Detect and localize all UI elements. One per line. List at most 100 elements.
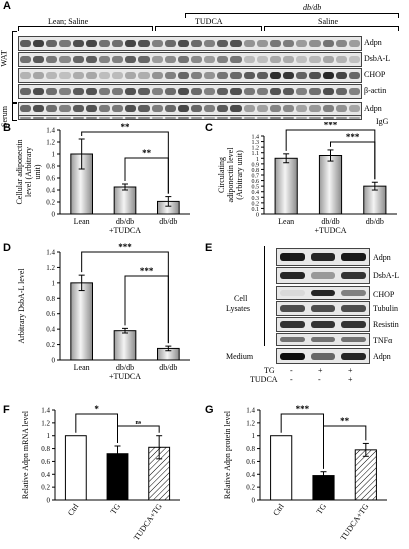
panel-label-d: D bbox=[3, 242, 11, 254]
bar bbox=[64, 435, 87, 501]
chart-g: 0 0.2 0.4 0.6 0.8 1 1.2 1.4 Relative Adpn protei… bbox=[223, 404, 387, 542]
y-tick-label: 1 bbox=[47, 432, 51, 440]
blot-band bbox=[164, 87, 176, 95]
blot-band bbox=[348, 39, 360, 47]
blot-band bbox=[177, 105, 189, 112]
e-row-label-resistin: Resistin bbox=[373, 320, 399, 329]
significance-label: ** bbox=[142, 148, 152, 158]
significance-bracket bbox=[124, 157, 169, 194]
blot-band bbox=[72, 117, 84, 119]
blot-band bbox=[46, 105, 58, 112]
x-tick-label-line: Lean bbox=[278, 217, 294, 226]
blot-band bbox=[125, 105, 137, 112]
blot-band bbox=[280, 321, 305, 328]
blot-band bbox=[310, 305, 336, 312]
y-tick-label: 1.4 bbox=[46, 249, 55, 257]
y-axis-label-line: Circulating bbox=[217, 157, 226, 193]
x-tick-label-line: db/db bbox=[321, 217, 339, 226]
y-axis-label: Cellular adiponectinlevel (Arbitraryunit… bbox=[15, 139, 42, 204]
x-tick-label: Lean bbox=[74, 363, 90, 372]
blot-band bbox=[341, 352, 366, 360]
bar bbox=[113, 330, 137, 361]
wat-bracket bbox=[12, 31, 17, 103]
blot-band bbox=[204, 105, 216, 112]
blot-band bbox=[348, 117, 360, 119]
blot-band bbox=[310, 321, 336, 328]
x-tick-label-line: +TUDCA bbox=[109, 372, 141, 381]
panel-label-a: A bbox=[3, 0, 11, 12]
blot-band bbox=[20, 105, 32, 112]
blot-band bbox=[204, 117, 216, 119]
e-blot-tnfa bbox=[276, 333, 370, 346]
x-tick-label-line: +TUDCA bbox=[314, 226, 346, 235]
blot-band bbox=[59, 117, 71, 119]
tudca-bracket bbox=[155, 26, 262, 31]
y-tick-label: 1.4 bbox=[46, 127, 55, 135]
y-tick-label: 0 bbox=[52, 357, 56, 365]
blot-band bbox=[46, 71, 58, 79]
blot-band bbox=[217, 105, 229, 112]
x-tick-label: Ctrl bbox=[271, 501, 286, 517]
blot-band bbox=[335, 117, 347, 119]
blot-band bbox=[191, 87, 203, 95]
blot-band bbox=[296, 71, 308, 79]
blot-band bbox=[151, 71, 163, 79]
panel-label-e: E bbox=[205, 242, 213, 254]
blot-band bbox=[280, 271, 305, 280]
blot-band bbox=[269, 55, 282, 63]
blot-band bbox=[112, 39, 124, 47]
y-axis-label-line: adiponectin level bbox=[226, 147, 235, 203]
blot-band bbox=[98, 105, 111, 112]
blot-band bbox=[348, 55, 360, 63]
blot-band bbox=[309, 87, 321, 95]
y-tick-label: 1.4 bbox=[246, 407, 255, 415]
e-row-label-chop: CHOP bbox=[373, 290, 395, 299]
blot-band bbox=[59, 55, 71, 63]
blot-band bbox=[322, 117, 334, 119]
y-axis-label-line: (Arbitrary unit) bbox=[235, 150, 244, 200]
blot-band bbox=[98, 55, 111, 63]
tg-sign-3: + bbox=[348, 366, 353, 375]
blot-band bbox=[98, 71, 111, 79]
y-tick-label: 0.8 bbox=[41, 445, 50, 453]
y-tick-label: 0 bbox=[47, 497, 51, 505]
y-tick-label: 0.8 bbox=[46, 163, 55, 171]
blot-band bbox=[335, 39, 347, 47]
blot-band bbox=[191, 71, 203, 79]
blot-band bbox=[280, 336, 305, 343]
x-tick-label-line: Lean bbox=[74, 363, 90, 372]
blot-band bbox=[243, 117, 255, 119]
x-tick-label: db/db bbox=[159, 363, 177, 372]
group-label-saline: Saline bbox=[318, 17, 338, 26]
blot-band bbox=[335, 105, 347, 112]
blot-band bbox=[164, 55, 176, 63]
row-label-dsbal: DsbA-L bbox=[364, 54, 391, 63]
blot-band bbox=[335, 55, 347, 63]
blot-band bbox=[230, 71, 242, 79]
blot-band bbox=[72, 55, 84, 63]
y-tick-label: 0.5 bbox=[252, 185, 260, 191]
y-axis-label: Circulatingadiponectin level(Arbitrary u… bbox=[217, 147, 244, 203]
y-tick-label: 0.4 bbox=[252, 190, 260, 196]
tissue-label-wat: WAT bbox=[0, 50, 9, 67]
blot-band bbox=[177, 71, 189, 79]
significance-label: *** bbox=[140, 266, 154, 276]
y-axis-label: Relative Adpn mRNA level bbox=[21, 410, 30, 499]
blot-band bbox=[33, 105, 45, 112]
blot-band bbox=[20, 55, 32, 63]
chart-b: 0 0.2 0.4 0.6 0.8 1 1.2 1.4 Cellular adiponectin… bbox=[15, 122, 190, 235]
y-tick-label: 1 bbox=[52, 279, 56, 287]
saline-bracket bbox=[264, 26, 399, 31]
y-tick-label: 1.2 bbox=[41, 419, 50, 427]
blot-band bbox=[256, 117, 268, 119]
y-tick-label: 0.4 bbox=[46, 326, 55, 334]
blot-band bbox=[283, 55, 295, 63]
blot-band bbox=[151, 55, 163, 63]
blot-band bbox=[310, 271, 336, 280]
blot-band bbox=[341, 271, 366, 280]
row-label-igg: IgG bbox=[376, 117, 389, 126]
blot-band bbox=[341, 290, 366, 296]
blot-band bbox=[151, 105, 163, 112]
blot-band bbox=[269, 39, 282, 47]
chart-c: 00.10.20.30.40.50.60.70.80.911.11.21.31.… bbox=[217, 122, 397, 235]
